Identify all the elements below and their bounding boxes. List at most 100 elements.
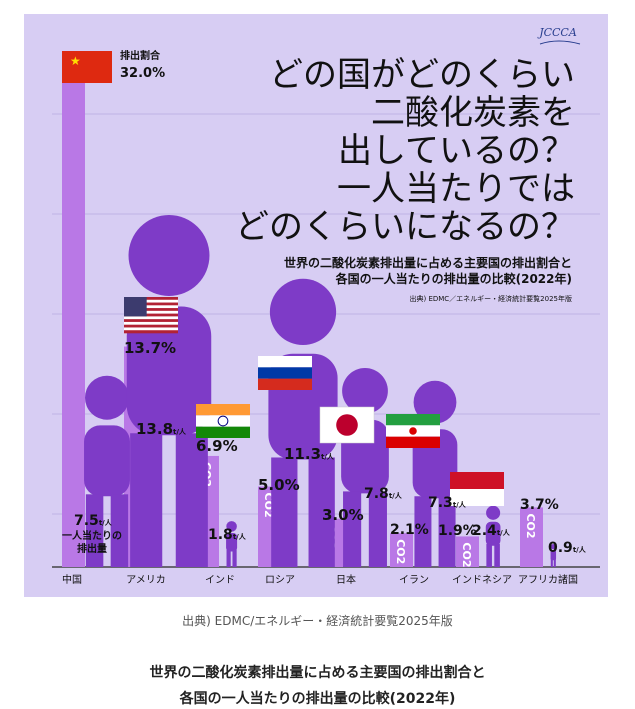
china-flag-star: ★ [70, 54, 81, 68]
person-leg-right-4 [368, 491, 387, 567]
logo-text: JCCCA [537, 26, 577, 39]
category-label-6: インドネシア [452, 574, 512, 586]
indonesia-flag-white [450, 489, 504, 506]
category-label-2: インド [205, 575, 235, 586]
iran-flag-emblem [409, 427, 417, 435]
person-body-2 [226, 533, 238, 552]
usa-flag [124, 297, 178, 334]
person-leg-right-7 [553, 558, 556, 567]
flags: ★ [62, 51, 504, 506]
usa-flag-stripe-3 [124, 305, 178, 309]
chart: JCCCA どの国がどのくらい 二酸化炭素を 出しているの？ 一人当たりでは ど… [24, 14, 608, 597]
japan-flag [319, 406, 375, 444]
share-value-label-3: 5.0% [258, 476, 300, 494]
headline-line-4: 一人当たりでは [337, 169, 575, 209]
iran-flag-red [386, 436, 440, 448]
per-capita-unit-0: t/人 [99, 518, 113, 527]
person-leg-left-6 [486, 543, 492, 567]
person-leg-right-5 [438, 496, 456, 567]
per-capita-caption-line-1: 一人当たりの [62, 529, 122, 542]
usa-flag-stripe-1 [124, 299, 178, 303]
person-leg-right-6 [494, 543, 500, 567]
chart-marks: CO2CO2CO2CO2CO2CO2CO2CO2 [62, 52, 557, 568]
per-capita-unit-6: t/人 [497, 528, 511, 537]
headline: どの国がどのくらい 二酸化炭素を 出しているの？ 一人当たりでは どのくらいにな… [235, 55, 575, 247]
share-value-label-7: 3.7% [520, 497, 559, 513]
per-capita-unit-2: t/人 [233, 532, 247, 541]
share-value-label-4: 3.0% [322, 506, 364, 524]
category-label-0: 中国 [62, 573, 82, 586]
headline-line-3: 出しているの？ [338, 131, 575, 171]
person-head-5 [413, 380, 457, 424]
usa-flag-stripe-6 [124, 313, 178, 317]
india-flag-saffron [196, 404, 250, 416]
person-head-7 [550, 544, 556, 550]
person-leg-left-0 [85, 494, 104, 567]
usa-flag-stripe-8 [124, 319, 178, 323]
category-label-4: 日本 [336, 573, 356, 586]
per-capita-unit-5: t/人 [453, 500, 467, 509]
co2-label-6: CO2 [460, 542, 473, 567]
iran-flag [386, 414, 440, 448]
subtitle-line-2: 各国の一人当たりの排出量の比較(2022年) [335, 271, 572, 286]
usa-flag-stripe-4 [124, 308, 178, 312]
person-leg-right-2 [232, 549, 237, 567]
share-caption-label: 排出割合 [120, 49, 161, 62]
china-flag: ★ [62, 51, 112, 83]
share-bar-5 [390, 533, 413, 567]
usa-flag-canton [124, 297, 147, 317]
chart-card: JCCCA どの国がどのくらい 二酸化炭素を 出しているの？ 一人当たりでは ど… [24, 14, 608, 597]
per-capita-caption-line-2: 排出量 [77, 542, 107, 555]
share-value-label-6: 1.9% [438, 523, 477, 539]
share-value-label-2: 6.9% [196, 437, 238, 455]
russia-flag-blue [258, 367, 312, 379]
per-capita-unit-3: t/人 [321, 452, 335, 461]
person-leg-right-1 [175, 433, 208, 567]
person-body-1 [126, 306, 212, 436]
category-label-7: アフリカ諸国 [518, 573, 578, 586]
russia-flag-white [258, 356, 312, 368]
share-value-label-1: 13.7% [124, 339, 176, 357]
category-label-1: アメリカ [126, 574, 166, 586]
headline-line-5: どのくらいになるの？ [235, 207, 575, 247]
person-leg-right-3 [308, 457, 335, 567]
usa-flag-stripe-7 [124, 316, 178, 320]
india-flag [196, 404, 250, 438]
share-bar-7 [520, 507, 543, 567]
category-label-3: ロシア [265, 575, 295, 586]
chart-labels: 32.0%13.7%6.9%5.0%3.0%2.1% 1.9%3.7%排出割合7.… [62, 49, 587, 586]
subtitle: 世界の二酸化炭素排出量に占める主要国の排出割合と 各国の一人当たりの排出量の比較… [284, 255, 572, 303]
inner-source: 出典) EDMC／エネルギー・経済統計要覧2025年版 [409, 294, 572, 303]
co2-label-5: CO2 [394, 539, 407, 564]
iran-flag-green [386, 414, 440, 426]
indonesia-flag [450, 472, 504, 506]
share-bar-6 [456, 536, 479, 567]
subtitle-line-1: 世界の二酸化炭素排出量に占める主要国の排出割合と [284, 255, 572, 270]
person-leg-right-0 [110, 494, 129, 567]
person-body-7 [550, 550, 557, 561]
russia-flag [258, 356, 312, 390]
usa-flag-stripe-5 [124, 310, 178, 314]
headline-line-2: 二酸化炭素を [371, 93, 575, 133]
per-capita-unit-1: t/人 [173, 427, 187, 436]
share-value-label-5: 2.1% [390, 522, 429, 538]
usa-flag-stripe-2 [124, 302, 178, 306]
headline-line-1: どの国がどのくらい [269, 55, 575, 95]
category-label-5: イラン [399, 574, 429, 586]
russia-flag-red [258, 378, 312, 390]
person-head-0 [85, 375, 129, 420]
per-capita-unit-4: t/人 [389, 491, 403, 500]
person-head-3 [269, 278, 337, 346]
person-head-2 [226, 521, 237, 532]
person-body-6 [485, 521, 501, 546]
india-flag-white [196, 415, 250, 427]
usa-flag-stripe-0 [124, 297, 178, 301]
per-capita-unit-7: t/人 [573, 545, 587, 554]
india-flag-green [196, 426, 250, 438]
person-leg-left-4 [343, 491, 362, 567]
person-leg-left-7 [550, 558, 553, 567]
person-leg-left-5 [414, 496, 432, 567]
caption-title-line-2: 各国の一人当たりの排出量の比較(2022年) [179, 691, 456, 707]
usa-flag-stripe-9 [124, 321, 178, 325]
japan-flag-disc [336, 414, 358, 436]
